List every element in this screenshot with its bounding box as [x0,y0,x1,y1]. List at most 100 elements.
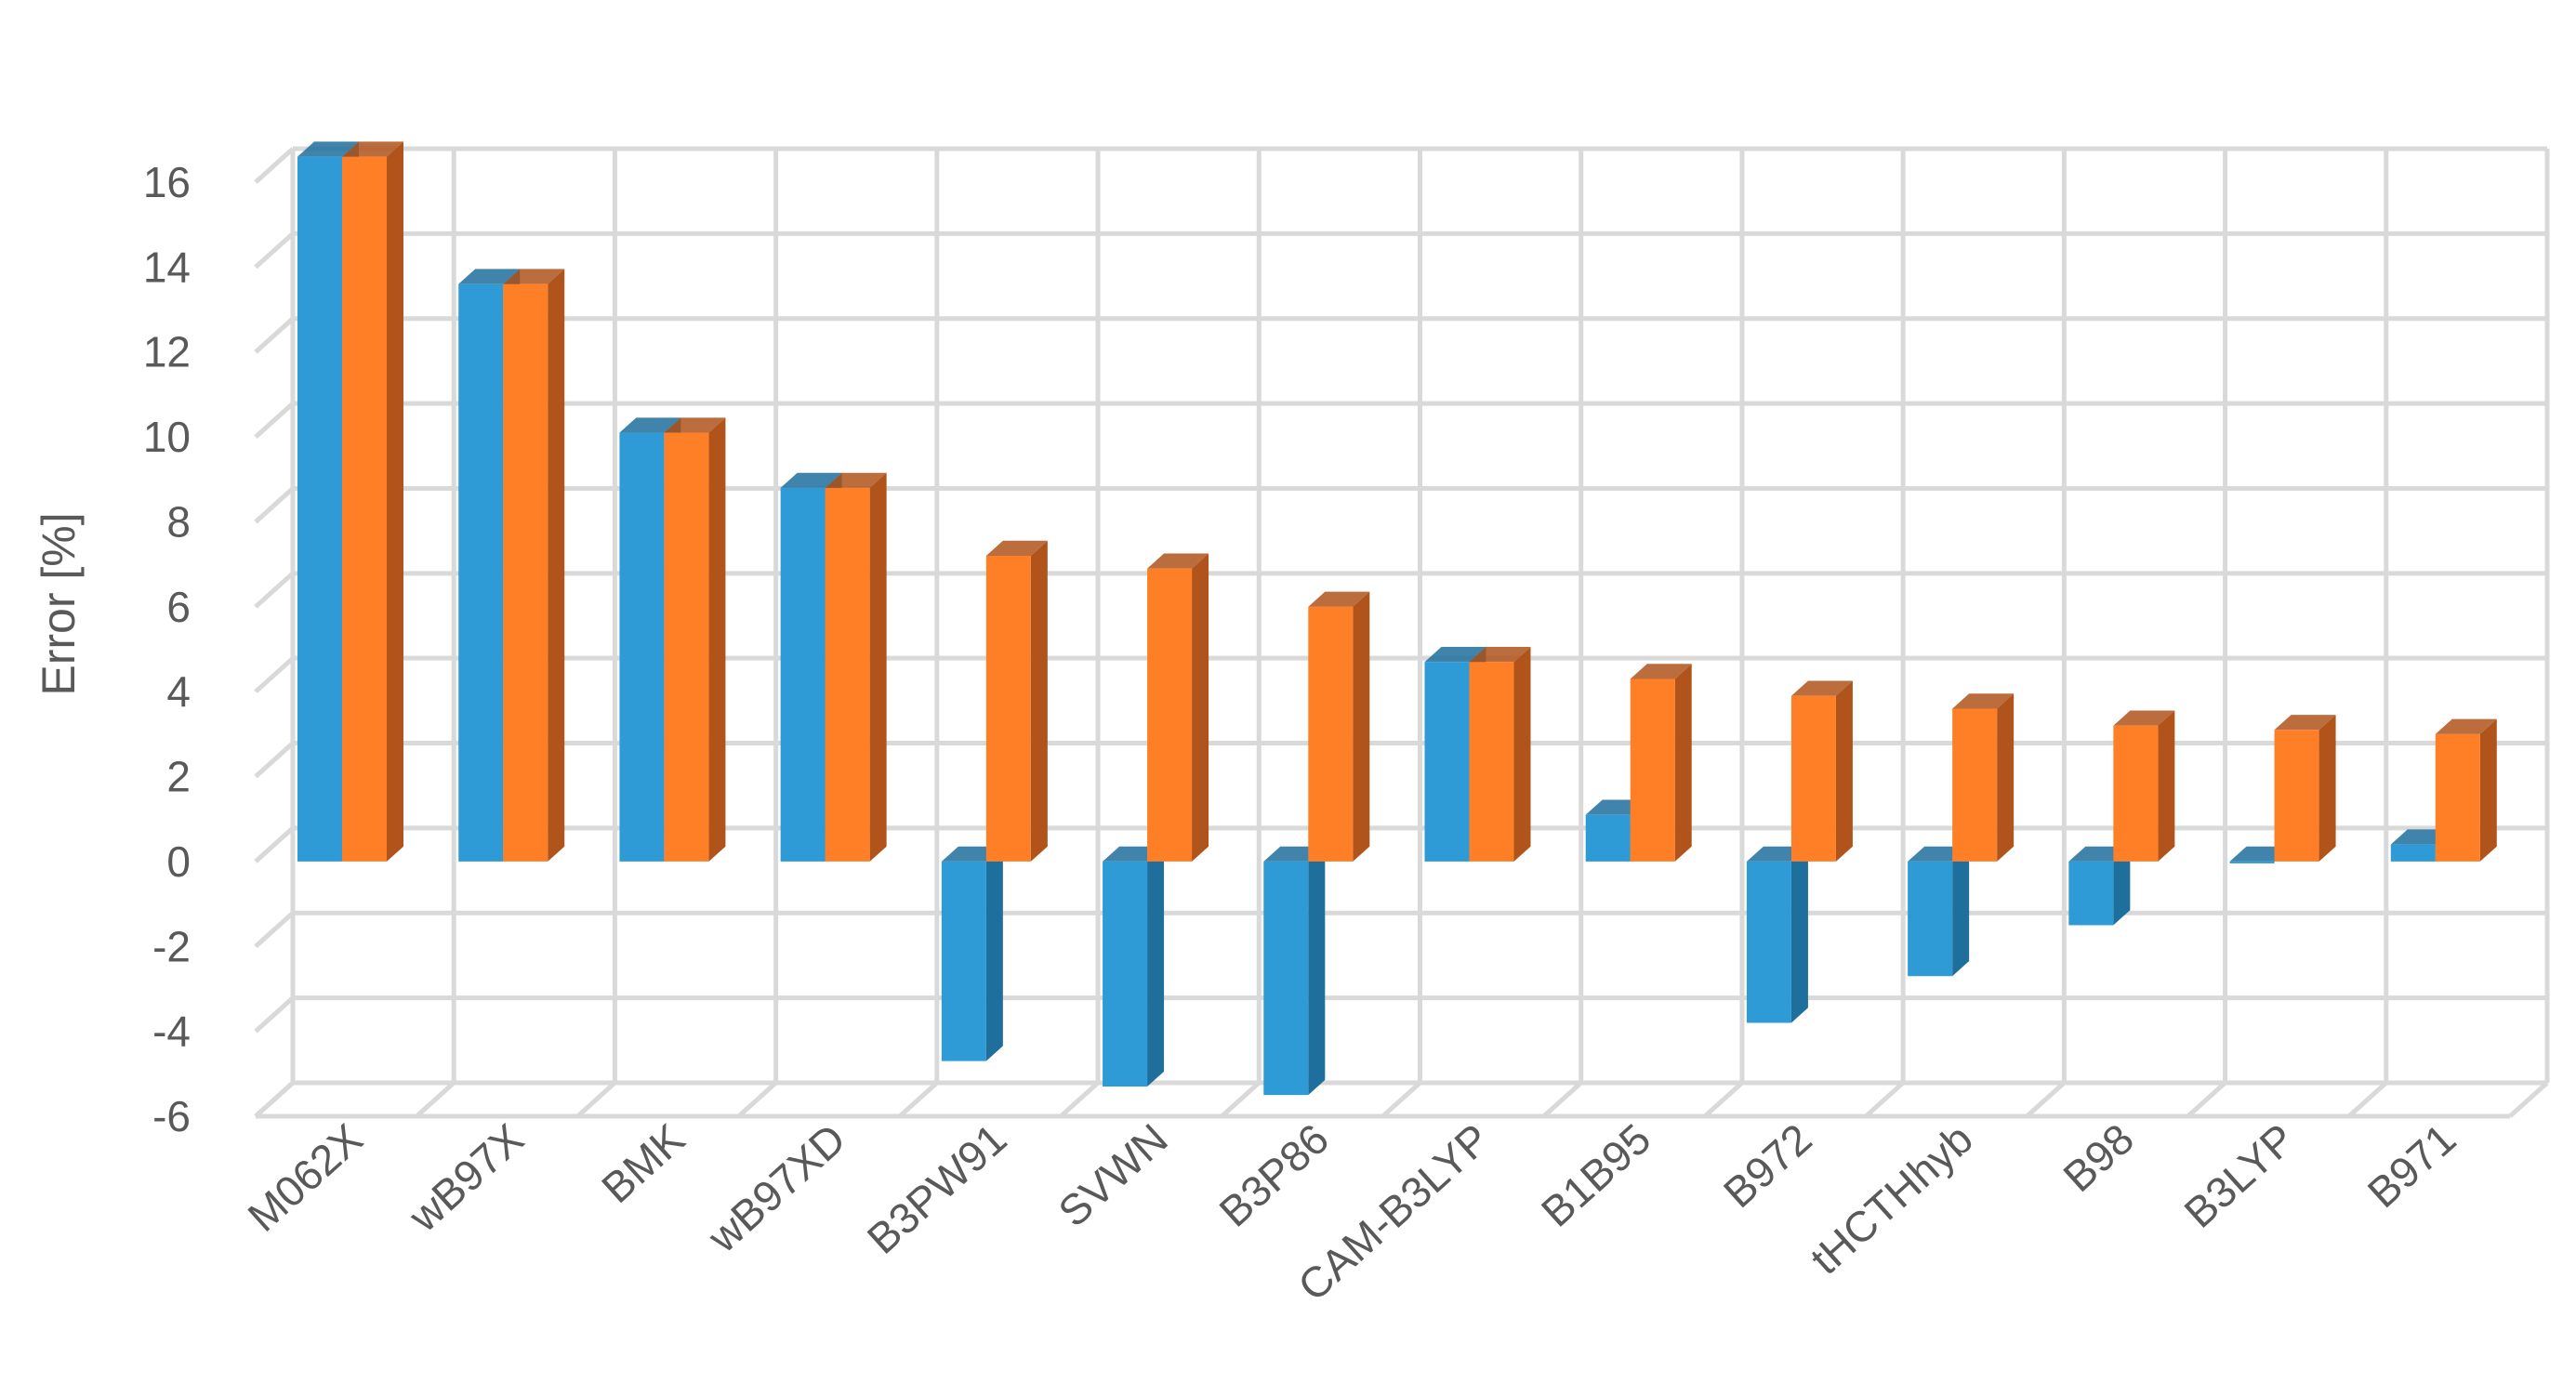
bar-1-2-front [664,432,709,862]
category-divider-diagonal [2508,1081,2549,1118]
y-tick-label: 0 [166,837,191,886]
category-divider-diagonal [1059,1081,1100,1118]
bar-1-5 [1147,553,1209,862]
bar-1-0-top [342,141,403,157]
category-label: B971 [2358,1114,2465,1218]
bar-1-13 [2435,718,2497,862]
y-axis-title: Error [%] [33,512,85,695]
category-label: tHCTHhyb [1801,1114,1981,1284]
category-label: B3LYP [2175,1114,2305,1237]
category-label: M062X [239,1114,372,1241]
bar-0-2-top [619,417,681,433]
bar-1-4-front [985,556,1031,862]
bar-0-9-side [1790,846,1808,1023]
bar-0-4-front [941,861,986,1061]
y-tick-label: 12 [143,328,191,376]
category-divider-diagonal [2186,1081,2227,1118]
bar-0-4 [941,846,1003,1061]
bar-1-2-side [708,417,726,862]
category-label: wB97X [399,1114,533,1242]
category-divider-diagonal [1542,1081,1583,1118]
bar-1-1-top [503,269,565,284]
bar-1-4-top [985,540,1048,556]
bar-1-9-top [1790,680,1853,696]
grid [254,146,2550,1119]
bar-0-3-front [780,487,826,862]
bar-1-5-top [1147,553,1209,569]
bar-1-2 [664,417,726,862]
bar-1-9-front [1790,695,1836,862]
bar-1-6-top [1308,591,1370,607]
bar-1-1 [503,269,565,862]
category-label: wB97XD [698,1114,855,1262]
category-label: BMK [592,1114,694,1213]
bar-1-3-side [869,472,887,862]
category-label: B3PW91 [858,1114,1016,1263]
bar-1-10 [1952,693,2015,862]
category-divider-diagonal [736,1081,778,1118]
gridline-diagonal [254,147,295,184]
bar-1-6-side [1353,591,1370,862]
bar-1-8 [1630,664,1692,862]
bar-0-9 [1746,846,1808,1023]
bar-1-0-side [387,141,403,862]
bar-1-3-front [825,487,870,862]
bar-1-9-side [1835,680,1853,862]
y-tick-label: -4 [152,1008,191,1056]
bar-0-1-top [458,269,521,284]
gridline-diagonal [254,486,295,524]
category-divider-diagonal [575,1081,617,1118]
bar-0-8-front [1585,814,1631,862]
bar-1-3 [825,472,887,862]
bar-1-13-front [2435,733,2480,862]
gridline-diagonal [254,402,295,439]
category-label: B972 [1714,1114,1821,1218]
bar-0-5-side [1147,846,1165,1087]
y-tick-label: 8 [166,497,191,546]
bar-1-7 [1469,647,1531,862]
bar-0-2-front [619,432,665,862]
bar-0-0-front [297,156,342,862]
bar-1-9 [1790,680,1853,862]
bar-1-5-front [1147,568,1193,862]
bar-0-10-side [1952,846,1970,977]
category-divider-diagonal [1703,1081,1744,1118]
bar-1-12-side [2318,715,2336,862]
bar-0-6-front [1263,861,1309,1096]
y-tick-label: -6 [152,1092,191,1140]
bar-1-6-front [1308,606,1354,862]
y-tick-label: 4 [166,667,191,716]
bar-0-13-front [2390,844,2436,862]
category-divider-diagonal [1220,1081,1261,1118]
bar-1-7-side [1513,647,1531,862]
bar-1-3-top [825,472,887,488]
bar-0-4-side [985,846,1003,1061]
y-tick-label: 10 [143,413,191,461]
bar-0-7-front [1424,662,1470,862]
bar-0-6 [1263,846,1326,1096]
bar-0-1-front [458,283,504,862]
bar-1-13-side [2479,718,2497,862]
bar-1-12-top [2274,715,2336,731]
category-divider-diagonal [2347,1081,2388,1118]
bar-0-12-front [2229,861,2275,863]
bar-1-1-front [503,283,548,862]
bar-0-7-top [1424,647,1486,663]
bar-1-10-side [1997,693,2015,862]
bar-0-6-side [1308,846,1326,1096]
y-tick-label: 2 [166,753,191,801]
y-axis-ticks: -6 -4 -2 0 2 4 6 8 10 12 14 16 [143,158,191,1140]
gridline-diagonal [254,571,295,609]
category-divider-diagonal [2025,1081,2067,1118]
bar-1-4-side [1030,540,1048,862]
bar-1-2-top [664,417,726,433]
y-tick-label: -2 [152,922,191,970]
bar-0-11-side [2113,846,2131,926]
bar-1-10-top [1952,693,2015,709]
bar-1-0-front [342,156,387,862]
bar-1-7-top [1469,647,1531,663]
y-tick-label: 14 [143,243,191,291]
gridline-diagonal [254,995,295,1034]
bar-0-5 [1103,846,1165,1087]
